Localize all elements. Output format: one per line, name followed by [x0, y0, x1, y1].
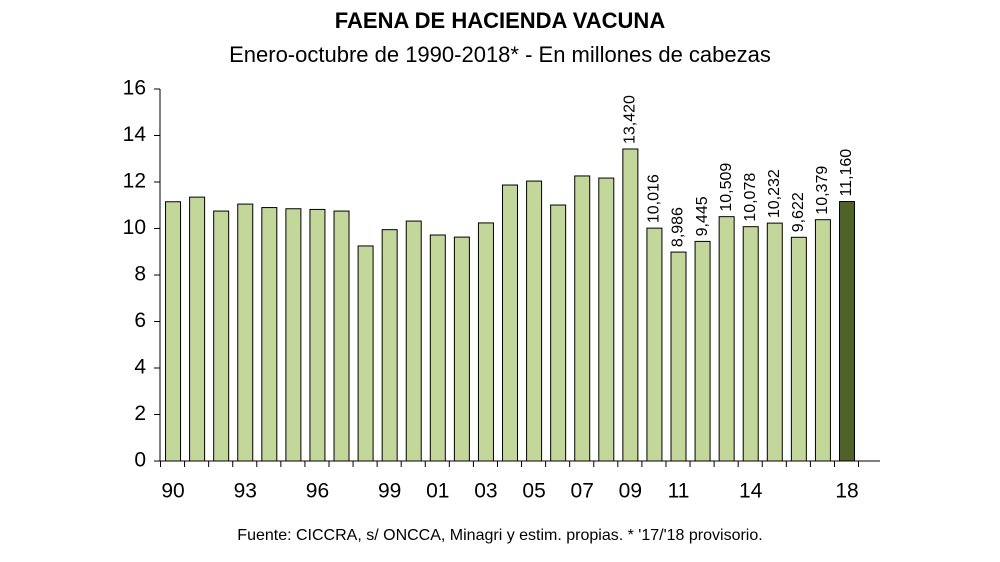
bar	[381, 229, 398, 462]
chart-title: FAENA DE HACIENDA VACUNA	[335, 8, 666, 33]
bar	[766, 222, 783, 462]
bar	[502, 184, 519, 462]
bar	[526, 180, 543, 462]
bar	[646, 227, 663, 462]
value-label: 11,160	[838, 149, 855, 197]
y-tick-label: 8	[134, 263, 146, 286]
bar	[165, 201, 182, 462]
x-tick-label: 90	[161, 480, 184, 503]
value-label: 10,509	[718, 163, 735, 212]
bar	[405, 220, 422, 462]
y-tick-label: 16	[123, 77, 146, 100]
bar	[670, 251, 687, 462]
x-tick-label: 05	[522, 480, 545, 503]
bar	[622, 148, 639, 462]
bar	[309, 208, 326, 462]
value-label: 10,078	[742, 173, 759, 222]
bar	[598, 177, 615, 462]
y-tick-label: 0	[134, 449, 146, 472]
bar	[718, 216, 735, 462]
bar	[189, 196, 206, 462]
x-tick-label: 99	[378, 480, 401, 503]
bar	[429, 234, 446, 462]
bar	[213, 210, 230, 462]
bar	[814, 219, 831, 462]
bar	[477, 222, 494, 462]
x-tick-label: 18	[835, 480, 858, 503]
bar	[838, 201, 855, 462]
x-tick-label: 01	[426, 480, 449, 503]
footnote: Fuente: CICCRA, s/ ONCCA, Minagri y esti…	[237, 527, 762, 544]
bar	[550, 204, 567, 462]
x-tick-label: 03	[474, 480, 497, 503]
y-tick-label: 6	[134, 309, 146, 332]
value-label: 13,420	[622, 95, 639, 144]
bar	[453, 236, 470, 462]
y-tick-label: 14	[123, 123, 147, 146]
chart-subtitle: Enero-octubre de 1990-2018* - En millone…	[229, 42, 771, 67]
value-label: 10,232	[766, 169, 783, 218]
bar	[261, 207, 278, 462]
bar	[285, 208, 302, 462]
value-label: 8,986	[670, 207, 687, 247]
y-tick-label: 2	[134, 402, 146, 425]
x-tick-label: 07	[571, 480, 594, 503]
value-label: 10,016	[646, 174, 663, 223]
y-tick-label: 12	[123, 170, 146, 193]
bar	[574, 175, 591, 462]
value-label: 10,379	[814, 166, 831, 215]
x-tick-label: 14	[739, 480, 763, 503]
x-tick-label: 09	[619, 480, 642, 503]
x-tick-label: 93	[234, 480, 257, 503]
bar	[333, 210, 350, 462]
bar	[790, 236, 807, 462]
x-tick-label: 96	[306, 480, 329, 503]
y-tick-label: 10	[123, 216, 146, 239]
bar	[357, 245, 374, 462]
value-label: 9,622	[790, 192, 807, 232]
x-tick-label: 11	[668, 480, 690, 503]
bar	[237, 203, 254, 462]
bar	[694, 240, 711, 462]
y-tick-label: 4	[134, 356, 146, 379]
value-label: 9,445	[694, 196, 711, 236]
bar	[742, 226, 759, 462]
